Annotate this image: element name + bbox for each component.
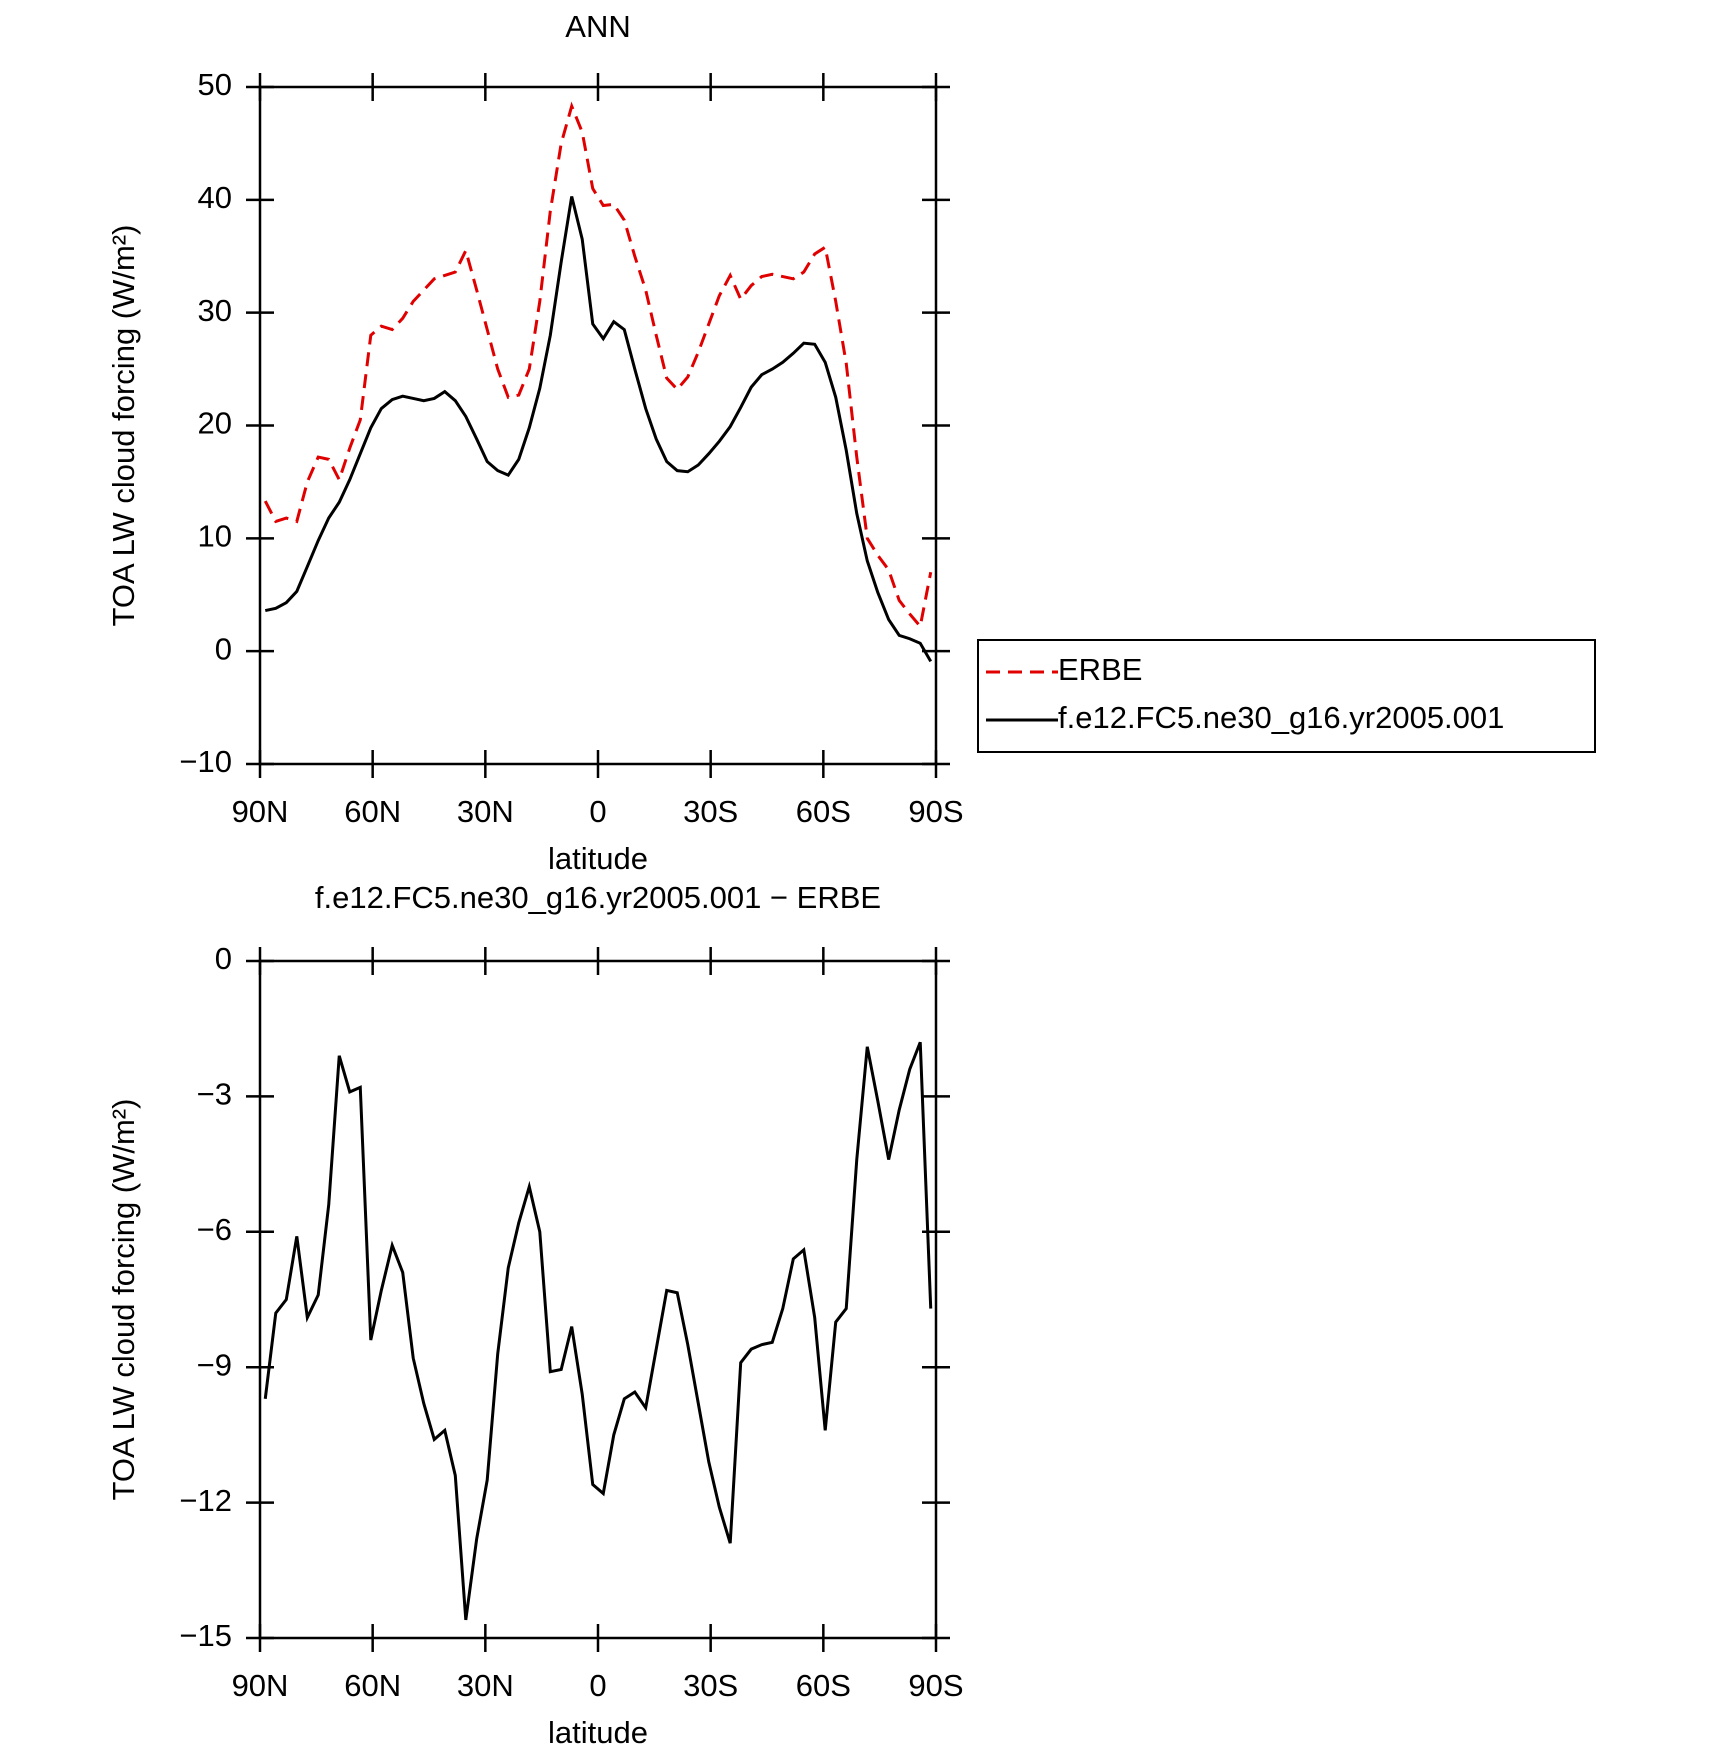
y-tick-label: 30 [198,293,232,328]
legend-box [977,639,1596,753]
y-tick-label: 0 [215,631,232,666]
x-tick-label: 60S [796,794,851,829]
x-tick-label: 30S [683,794,738,829]
x-tick-label: 90S [908,1668,963,1703]
legend-label: ERBE [1058,652,1142,687]
x-axis-label: latitude [548,1715,648,1750]
y-tick-label: 50 [198,67,232,102]
x-tick-label: 60N [344,1668,401,1703]
legend-label: f.e12.FC5.ne30_g16.yr2005.001 [1058,700,1504,735]
chart-title: f.e12.FC5.ne30_g16.yr2005.001 − ERBE [315,880,881,915]
y-tick-label: −10 [179,744,232,779]
y-tick-label: −12 [179,1483,232,1518]
x-tick-label: 30N [457,1668,514,1703]
y-tick-label: 20 [198,406,232,441]
x-axis-label: latitude [548,841,648,876]
y-tick-label: −15 [179,1618,232,1653]
y-tick-label: 40 [198,180,232,215]
plot-frame [258,85,938,766]
chart-title: ANN [565,9,630,44]
y-tick-label: 0 [215,941,232,976]
y-tick-label: 10 [198,519,232,554]
plot-frame [258,959,938,1640]
x-tick-label: 0 [589,1668,606,1703]
x-tick-label: 60S [796,1668,851,1703]
y-tick-label: −6 [197,1212,232,1247]
y-axis-label: TOA LW cloud forcing (W/m²) [106,1099,141,1501]
x-tick-label: 0 [589,794,606,829]
data-line [263,1041,933,1621]
x-tick-label: 90N [232,1668,289,1703]
x-tick-label: 30N [457,794,514,829]
data-line [263,101,933,630]
y-tick-label: −3 [197,1077,232,1112]
x-tick-label: 60N [344,794,401,829]
x-tick-label: 90S [908,794,963,829]
y-tick-label: −9 [197,1347,232,1382]
y-axis-label: TOA LW cloud forcing (W/m²) [106,225,141,627]
data-line [264,196,933,663]
x-tick-label: 90N [232,794,289,829]
x-tick-label: 30S [683,1668,738,1703]
